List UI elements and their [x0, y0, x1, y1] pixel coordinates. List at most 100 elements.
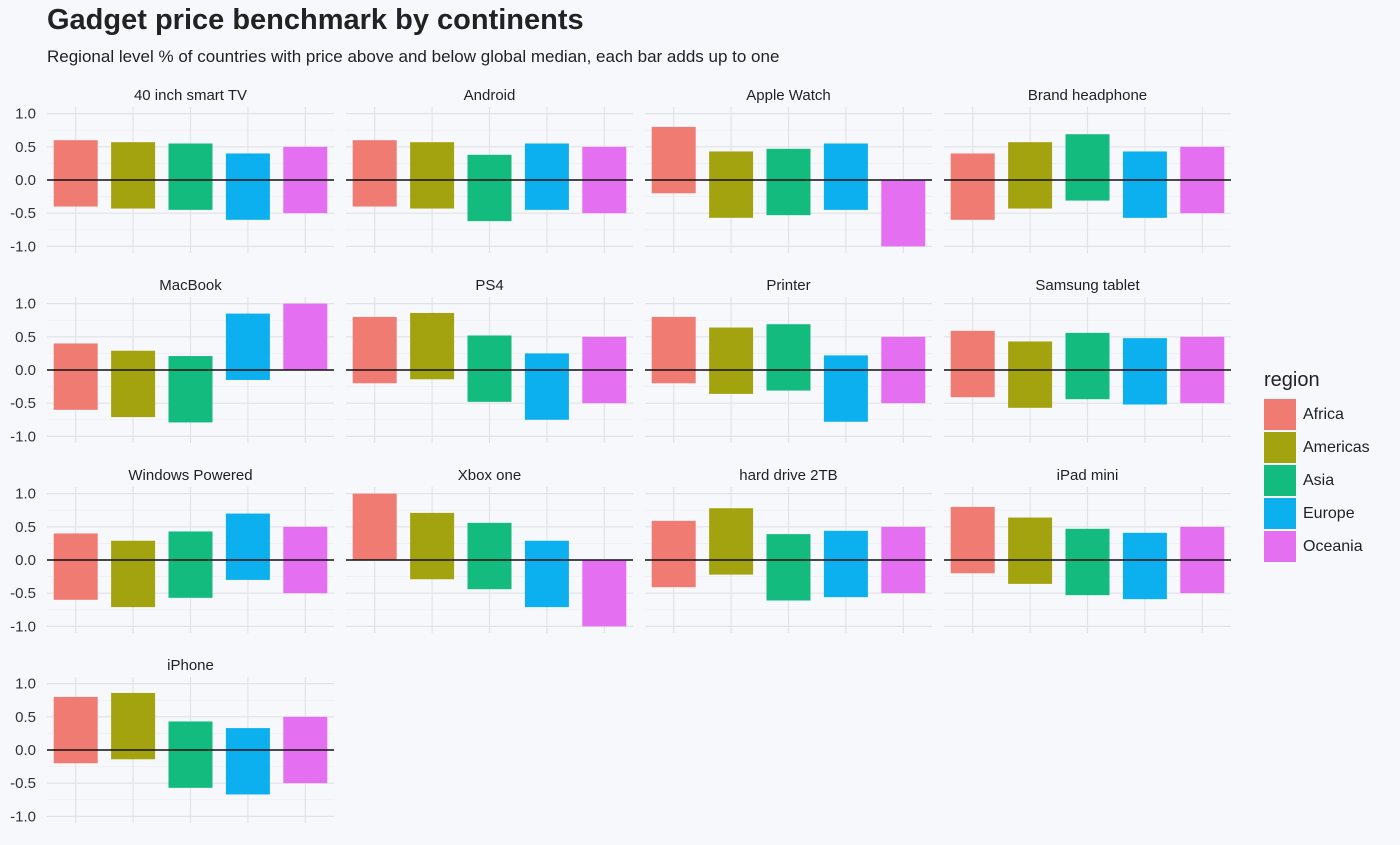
- panel-40-inch-smart-tv: 40 inch smart TV 1.0 0.5 0.0 -0.5 -1.0: [10, 87, 334, 255]
- panel-macbook: MacBook 1.0 0.5 0.0 -0.5 -1.0: [10, 277, 334, 445]
- panel-title: Android: [464, 87, 516, 104]
- bar-americas: [709, 508, 754, 575]
- panel-hard-drive-2tb: hard drive 2TB: [645, 467, 932, 633]
- legend-key: [1264, 531, 1296, 562]
- bar-africa: [352, 140, 397, 207]
- bar-europe: [1122, 338, 1167, 405]
- bar-africa: [651, 126, 696, 194]
- bar-asia: [766, 534, 811, 601]
- y-tick-label: -1.0: [10, 428, 36, 445]
- facet-bar-chart: 40 inch smart TV 1.0 0.5 0.0 -0.5 -1.0 Android…: [10, 87, 1231, 825]
- panel-title: Brand headphone: [1028, 87, 1147, 104]
- bar-europe: [823, 143, 868, 210]
- bar-europe: [524, 143, 569, 210]
- bar-africa: [53, 533, 98, 600]
- bar-asia: [168, 721, 213, 788]
- panel-title: hard drive 2TB: [739, 467, 837, 484]
- y-tick-label: 1.0: [15, 486, 36, 503]
- panel-title: Windows Powered: [128, 467, 252, 484]
- legend-label: Americas: [1303, 438, 1370, 456]
- y-tick-label: -0.5: [10, 205, 36, 222]
- legend-item-americas: Americas: [1264, 431, 1370, 464]
- panel-title: MacBook: [159, 277, 222, 294]
- bar-asia: [467, 522, 512, 590]
- y-tick-label: 0.5: [15, 139, 36, 156]
- bar-americas: [1008, 341, 1053, 408]
- panel-title: Xbox one: [458, 467, 521, 484]
- panel-title: Apple Watch: [746, 87, 831, 104]
- bar-asia: [467, 154, 512, 222]
- y-tick-label: 0.0: [15, 742, 36, 759]
- panel-title: PS4: [475, 277, 503, 294]
- panel-apple-watch: Apple Watch: [645, 87, 932, 253]
- bar-asia: [766, 148, 811, 216]
- bar-asia: [168, 531, 213, 598]
- legend-item-africa: Africa: [1264, 398, 1370, 431]
- bar-americas: [709, 151, 754, 218]
- bar-europe: [524, 353, 569, 420]
- bar-europe: [823, 355, 868, 422]
- y-tick-label: 1.0: [15, 296, 36, 313]
- panel-android: Android: [346, 87, 633, 253]
- y-tick-label: -0.5: [10, 775, 36, 792]
- bar-americas: [1008, 142, 1053, 209]
- y-tick-label: 1.0: [15, 676, 36, 693]
- bar-europe: [225, 513, 270, 580]
- bar-africa: [950, 330, 995, 398]
- legend-label: Africa: [1303, 405, 1344, 423]
- panel-xbox-one: Xbox one: [346, 467, 633, 633]
- panel-printer: Printer: [645, 277, 932, 443]
- bar-africa: [651, 316, 696, 384]
- legend-item-europe: Europe: [1264, 497, 1370, 530]
- bar-asia: [168, 143, 213, 210]
- bar-americas: [1008, 517, 1053, 584]
- y-tick-label: -1.0: [10, 618, 36, 635]
- y-tick-label: 0.0: [15, 362, 36, 379]
- bar-europe: [225, 728, 270, 795]
- y-tick-label: -0.5: [10, 585, 36, 602]
- legend: region Africa Americas Asia Europe Oceania: [1264, 369, 1370, 563]
- bar-asia: [168, 356, 213, 423]
- chart-title: Gadget price benchmark by continents: [47, 4, 584, 36]
- y-tick-label: 0.5: [15, 329, 36, 346]
- y-tick-label: 0.5: [15, 519, 36, 536]
- legend-title: region: [1264, 369, 1320, 391]
- bar-europe: [524, 540, 569, 608]
- legend-items: Africa Americas Asia Europe Oceania: [1264, 398, 1370, 563]
- bar-africa: [352, 493, 397, 560]
- legend-label: Oceania: [1303, 537, 1363, 555]
- bar-africa: [352, 316, 397, 384]
- bar-europe: [1122, 532, 1167, 600]
- bar-africa: [53, 140, 98, 207]
- panel-samsung-tablet: Samsung tablet: [944, 277, 1231, 443]
- bar-europe: [225, 313, 270, 380]
- bar-europe: [1122, 151, 1167, 218]
- y-tick-label: -0.5: [10, 395, 36, 412]
- legend-key: [1264, 465, 1296, 496]
- legend-item-oceania: Oceania: [1264, 530, 1370, 563]
- bar-africa: [950, 153, 995, 220]
- y-tick-label: 0.0: [15, 552, 36, 569]
- panel-ps4: PS4: [346, 277, 633, 443]
- legend-key: [1264, 432, 1296, 463]
- bar-asia: [1065, 332, 1110, 400]
- panel-windows-powered: Windows Powered 1.0 0.5 0.0 -0.5 -1.0: [10, 467, 334, 635]
- bar-oceania: [582, 560, 627, 627]
- bar-americas: [410, 512, 455, 580]
- y-tick-label: -1.0: [10, 808, 36, 825]
- bar-americas: [410, 312, 455, 380]
- panel-brand-headphone: Brand headphone: [944, 87, 1231, 253]
- bar-africa: [950, 506, 995, 574]
- bar-americas: [111, 692, 156, 760]
- bar-asia: [467, 335, 512, 402]
- legend-label: Asia: [1303, 471, 1335, 489]
- bar-oceania: [283, 303, 328, 370]
- panel-title: 40 inch smart TV: [134, 87, 247, 104]
- y-tick-label: 1.0: [15, 106, 36, 123]
- bar-europe: [225, 153, 270, 220]
- panel-title: Samsung tablet: [1035, 277, 1140, 294]
- bar-africa: [53, 343, 98, 410]
- bar-europe: [823, 530, 868, 598]
- bar-africa: [651, 520, 696, 588]
- y-tick-label: 0.0: [15, 172, 36, 189]
